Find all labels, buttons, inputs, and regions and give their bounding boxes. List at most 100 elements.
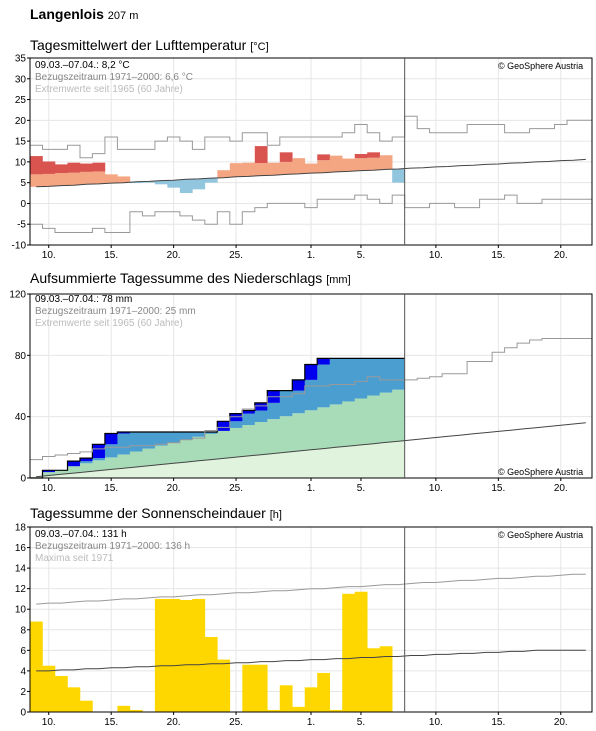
precip-daily-increment-bar [67,461,81,467]
precip-above-normal-band [292,413,306,452]
temperature-extremes-note: Extremwerte seit 1965 (60 Jahre) [35,84,183,95]
x-tick-label: 15. [491,717,505,728]
temperature-anomaly-bar [92,171,106,184]
y-tick-label: 10 [15,157,27,168]
sunshine-bar [292,706,306,712]
precip-above-normal-band [254,422,268,455]
temperature-anomaly-bar [254,163,268,176]
temperature-strong-anomaly-bar [67,162,81,173]
temperature-anomaly-bar [354,158,368,171]
precip-cumulative-band [254,410,268,423]
y-tick-label: 0 [20,474,26,485]
temperature-anomaly-bar [154,180,168,185]
precip-cumulative-band [229,421,243,428]
sunshine-title-text: Tagessumme der Sonnenscheindauer [30,505,266,521]
temperature-anomaly-bar [192,178,206,190]
precip-above-normal-band [154,445,168,465]
precip-normal-band [154,464,168,478]
precip-above-normal-band [317,407,331,449]
precip-cumulative-band [279,390,293,417]
x-tick-label: 10. [429,717,443,728]
precip-cumulative-band [129,432,143,452]
y-tick-label: 14 [15,564,27,575]
precip-normal-band [242,455,256,478]
sunshine-bar [67,687,81,712]
temperature-max-extreme-line [30,115,592,159]
precipitation-reference-value: Bezugszeitraum 1971–2000: 25 mm [35,306,196,317]
y-tick-label: -10 [12,241,27,252]
y-tick-label: 20 [15,116,27,127]
precip-above-normal-band [129,451,143,467]
sunshine-bar [279,685,293,712]
temperature-strong-anomaly-bar [30,156,43,175]
y-tick-label: 120 [9,290,26,301]
precip-normal-band [367,443,380,478]
precipitation-title: Aufsummierte Tagessumme des Niederschlag… [30,270,351,286]
sunshine-title: Tagessumme der Sonnenscheindauer [h] [30,505,282,521]
y-tick-label: 0 [20,199,26,210]
y-tick-label: 25 [15,95,27,106]
sunshine-maxima-line [36,573,586,605]
temperature-unit: [°C] [250,41,269,53]
y-tick-label: 16 [15,543,27,554]
precip-cumulative-band [292,390,306,414]
y-tick-label: 35 [15,54,27,65]
precip-cumulative-band [104,444,118,458]
sunshine-maxima-note: Maxima seit 1971 [35,553,114,564]
sunshine-bar [354,591,368,712]
sunshine-bar [117,705,131,712]
precip-daily-increment-bar [254,402,268,411]
x-tick-label: 5. [357,250,365,261]
precip-normal-band [379,442,393,478]
temperature-anomaly-bar [30,174,43,187]
temperature-strong-anomaly-bar [254,146,268,164]
precip-normal-band [267,453,281,478]
precip-normal-band [67,473,81,478]
sunshine-chart: 0 2 4 6 8 10 12 14 16 18 10. 15. 20. 25. 1. 5. 10. 15. 20. [15,523,593,728]
temperature-min-extreme-line [30,194,592,233]
precip-cumulative-band [167,432,181,443]
precipitation-period-value: 09.03.–07.04.: 78 mm [35,294,133,305]
sunshine-bar [204,636,218,712]
precip-cumulative-band [142,432,156,449]
x-tick-label: 1. [307,483,315,494]
precip-normal-band [354,444,368,478]
x-tick-label: 20. [167,483,181,494]
sunshine-bar [379,646,393,712]
x-tick-label: 15. [104,717,118,728]
precip-normal-band [179,462,193,478]
x-tick-label: 25. [229,250,243,261]
sunshine-bar [30,621,43,712]
y-tick-label: 0 [20,708,26,719]
x-tick-label: 20. [554,483,568,494]
precip-cumulative-band [79,461,93,464]
precip-daily-increment-bar [217,421,231,431]
precip-above-normal-band [367,395,380,444]
temperature-anomaly-bar [367,157,380,171]
precip-above-normal-band [342,401,356,447]
x-tick-label: 20. [554,717,568,728]
sunshine-period-value: 09.03.–07.04.: 131 h [35,529,127,540]
sunshine-bar [79,700,93,712]
x-tick-label: 15. [491,250,505,261]
x-tick-label: 1. [307,717,315,728]
y-tick-label: 15 [15,137,27,148]
sunshine-normal-line [36,649,586,672]
temperature-anomaly-bar [142,181,156,183]
precip-above-normal-band [104,457,118,470]
precip-normal-band [392,441,405,478]
precip-normal-band [142,465,156,478]
sunshine-reference-value: Bezugszeitraum 1971–2000: 136 h [35,541,191,552]
precip-cumulative-band [204,432,218,434]
precipitation-chart: 0 40 80 120 10. 15. 20. 25. 1. 5. 10. 15. 20. [9,290,593,494]
sunshine-copyright: © GeoSphere Austria [498,530,584,540]
precip-cumulative-band [392,358,405,390]
x-tick-label: 10. [42,483,56,494]
sunshine-bar [367,648,380,712]
temperature-reference-value: Bezugszeitraum 1971–2000: 6,6 °C [35,72,193,83]
sunshine-bar [154,598,168,712]
temperature-anomaly-bar [392,168,405,183]
x-tick-label: 5. [357,717,365,728]
precip-above-normal-band [379,392,393,443]
temperature-period-value: 09.03.–07.04.: 8,2 °C [35,60,130,71]
